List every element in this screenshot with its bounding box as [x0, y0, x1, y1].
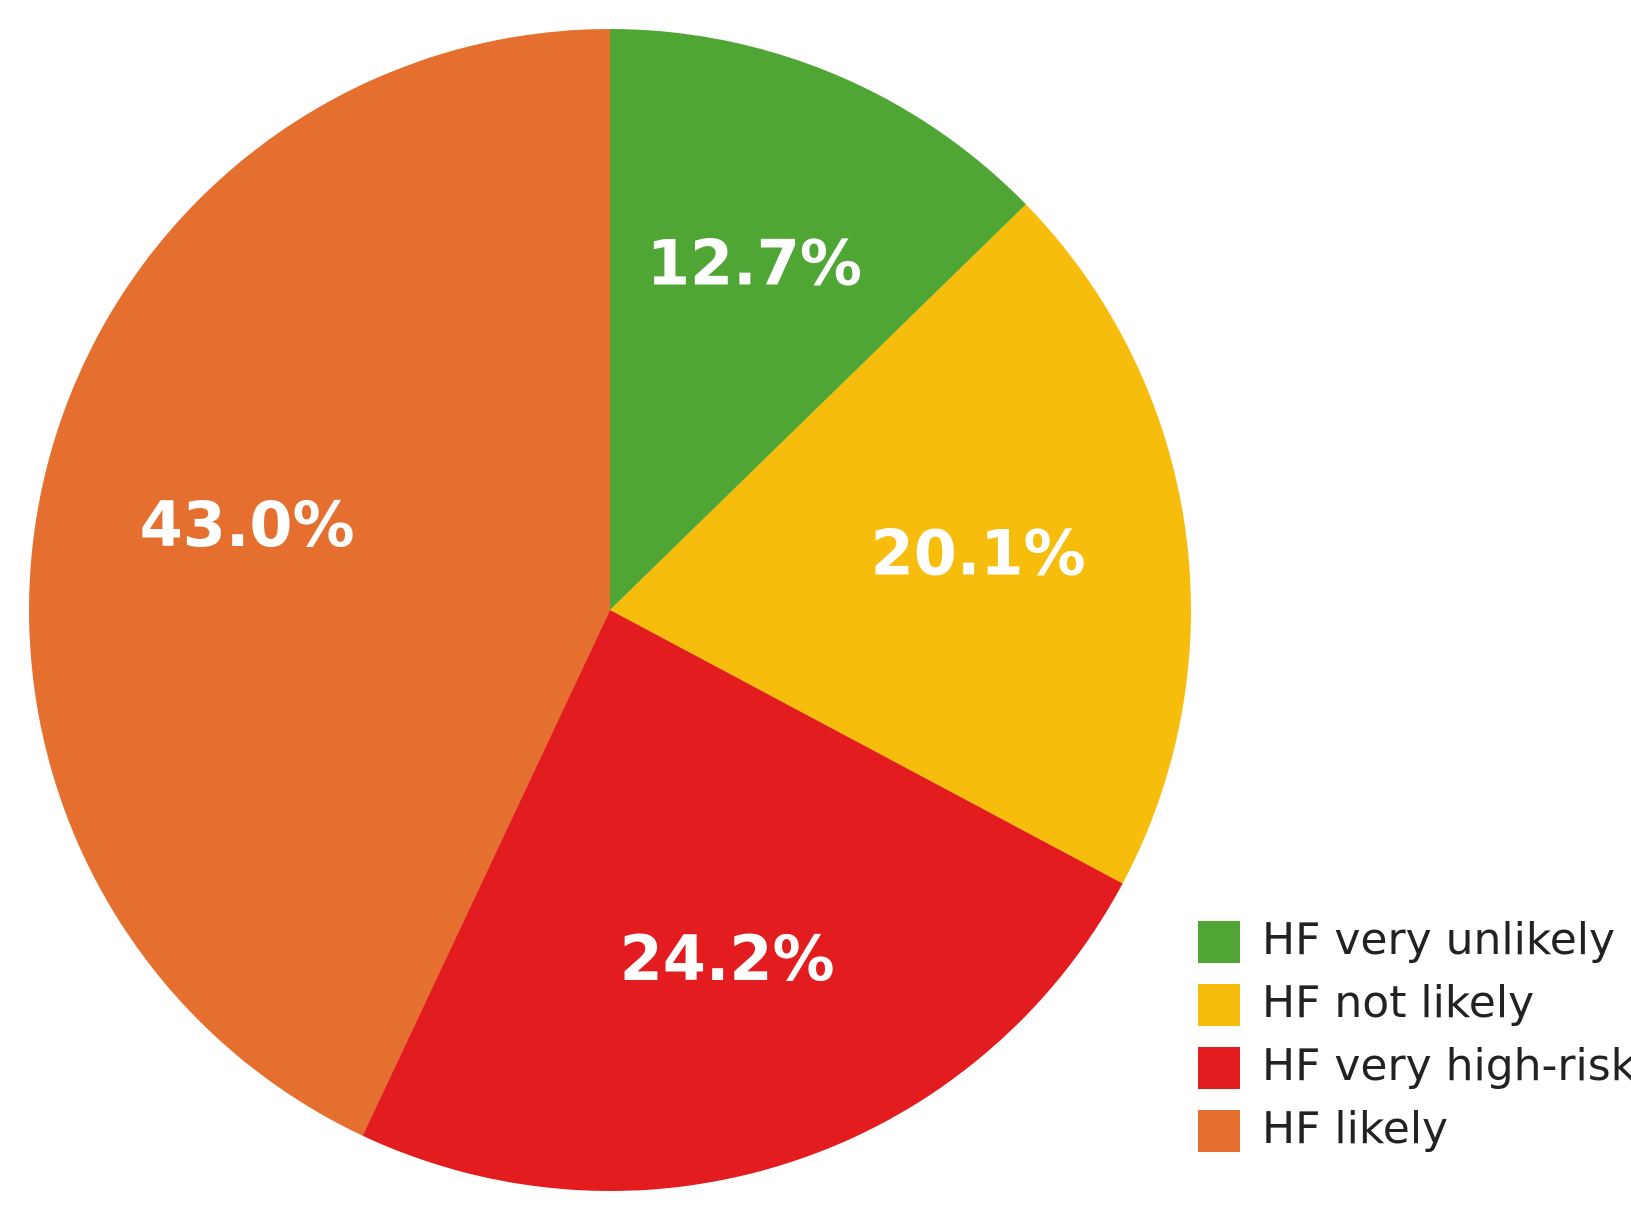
value-label: 43.0%: [140, 488, 355, 561]
legend-label: HF likely: [1262, 1103, 1448, 1154]
pie-slice: [29, 29, 610, 1136]
pie-slice: [610, 204, 1191, 884]
legend-label: HF very high-risk: [1262, 1040, 1631, 1091]
legend-swatch: [1198, 984, 1240, 1026]
value-label: 20.1%: [871, 517, 1086, 590]
pie-slice: [610, 29, 1026, 610]
legend-label: HF very unlikely: [1262, 914, 1615, 965]
legend-label: HF not likely: [1262, 977, 1534, 1028]
legend-swatch: [1198, 1047, 1240, 1089]
value-label: 24.2%: [620, 922, 835, 995]
pie-slice: [362, 610, 1123, 1191]
legend-swatch: [1198, 921, 1240, 963]
value-label: 12.7%: [647, 226, 862, 299]
legend-swatch: [1198, 1110, 1240, 1152]
